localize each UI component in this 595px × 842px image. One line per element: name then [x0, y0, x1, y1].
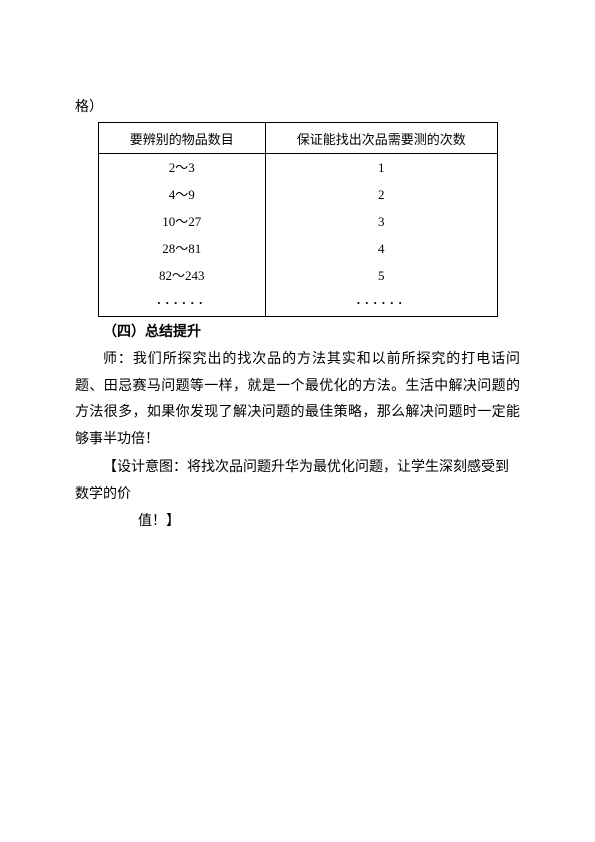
design-intent-line: 值！】 [138, 509, 520, 536]
table-row: ······ ······ [98, 289, 497, 317]
table-cell: 10～27 [98, 208, 266, 235]
table-cell: 2 [266, 181, 497, 208]
table-header: 保证能找出次品需要测的次数 [266, 123, 497, 154]
table-cell: 28～81 [98, 235, 266, 262]
data-table: 要辨别的物品数目 保证能找出次品需要测的次数 2～3 1 4～9 2 10～27… [98, 122, 498, 317]
table-cell: 2～3 [98, 154, 266, 182]
table-header: 要辨别的物品数目 [98, 123, 266, 154]
table-cell: ······ [266, 289, 497, 317]
design-intent-line: 【设计意图：将找次品问题升华为最优化问题，让学生深刻感受到数学的价 [75, 455, 520, 508]
table-cell: ······ [98, 289, 266, 317]
table-row: 10～27 3 [98, 208, 497, 235]
table-cell: 4～9 [98, 181, 266, 208]
table-row: 4～9 2 [98, 181, 497, 208]
trailing-text: 格） [75, 96, 520, 116]
table-row: 28～81 4 [98, 235, 497, 262]
table-row: 2～3 1 [98, 154, 497, 182]
table-row: 82～243 5 [98, 262, 497, 289]
paragraph: 师：我们所探究出的找次品的方法其实和以前所探究的打电话问题、田忌赛马问题等一样，… [75, 347, 520, 453]
table-cell: 5 [266, 262, 497, 289]
table-header-row: 要辨别的物品数目 保证能找出次品需要测的次数 [98, 123, 497, 154]
table-cell: 82～243 [98, 262, 266, 289]
table-cell: 3 [266, 208, 497, 235]
table-cell: 4 [266, 235, 497, 262]
section-heading: （四）总结提升 [103, 321, 520, 341]
table-cell: 1 [266, 154, 497, 182]
